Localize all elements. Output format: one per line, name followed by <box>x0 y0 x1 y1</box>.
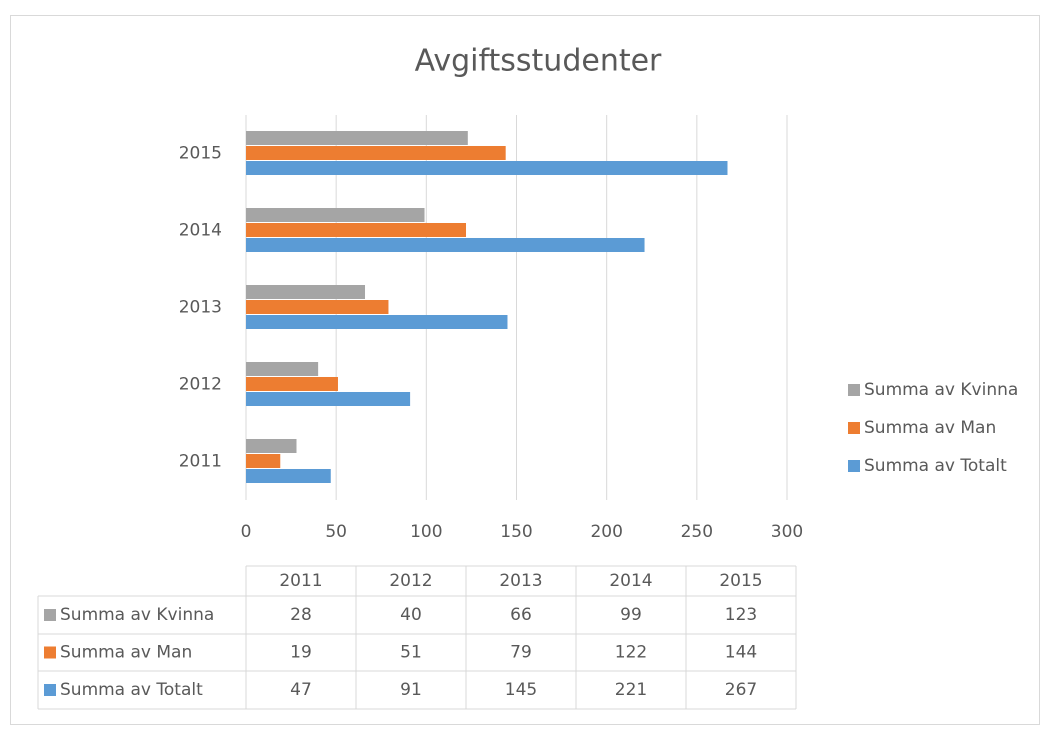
table-row-label: Summa av Man <box>60 643 192 663</box>
bar <box>246 362 319 376</box>
bar <box>246 285 366 299</box>
legend-swatch <box>848 384 860 396</box>
table-cell: 47 <box>290 680 312 700</box>
bar <box>246 439 297 453</box>
bar <box>246 300 389 314</box>
x-tick-label: 0 <box>241 522 252 542</box>
x-tick-label: 300 <box>771 522 803 542</box>
bar <box>246 315 508 329</box>
bar <box>246 454 281 468</box>
table-row-label: Summa av Totalt <box>60 680 203 700</box>
table-cell: 79 <box>510 643 532 663</box>
table-cell: 122 <box>615 643 647 663</box>
table-cell: 51 <box>400 643 422 663</box>
table-header: 2011 <box>279 571 322 591</box>
table-header: 2012 <box>389 571 432 591</box>
table-header: 2015 <box>719 571 762 591</box>
chart-title: Avgiftsstudenter <box>415 44 662 79</box>
bar <box>246 146 506 160</box>
y-tick-label: 2014 <box>179 221 222 241</box>
table-cell: 145 <box>505 680 537 700</box>
table-cell: 221 <box>615 680 647 700</box>
bar <box>246 223 467 237</box>
table-cell: 28 <box>290 605 312 625</box>
table-header: 2013 <box>499 571 542 591</box>
y-tick-label: 2011 <box>179 452 222 472</box>
legend-swatch <box>848 460 860 472</box>
table-header: 2014 <box>609 571 652 591</box>
x-tick-label: 250 <box>681 522 713 542</box>
x-tick-label: 50 <box>325 522 347 542</box>
table-cell: 19 <box>290 643 312 663</box>
y-tick-label: 2013 <box>179 298 222 318</box>
y-tick-label: 2012 <box>179 375 222 395</box>
y-tick-label: 2015 <box>179 144 222 164</box>
bar <box>246 392 411 406</box>
table-cell: 66 <box>510 605 532 625</box>
x-tick-label: 100 <box>410 522 442 542</box>
bar <box>246 469 331 483</box>
bar <box>246 161 728 175</box>
table-cell: 99 <box>620 605 642 625</box>
bar <box>246 377 338 391</box>
legend-label: Summa av Kvinna <box>864 380 1018 400</box>
table-row-label: Summa av Kvinna <box>60 605 214 625</box>
bar <box>246 208 425 222</box>
table-cell: 91 <box>400 680 422 700</box>
table-swatch <box>44 684 56 696</box>
table-swatch <box>44 609 56 621</box>
x-tick-label: 200 <box>590 522 622 542</box>
table-cell: 144 <box>725 643 757 663</box>
table-cell: 40 <box>400 605 422 625</box>
x-tick-label: 150 <box>500 522 532 542</box>
table-swatch <box>44 646 56 659</box>
legend-label: Summa av Totalt <box>864 456 1007 476</box>
table-cell: 123 <box>725 605 757 625</box>
table-cell: 267 <box>725 680 757 700</box>
legend-swatch <box>848 422 860 434</box>
bar <box>246 131 468 145</box>
legend-label: Summa av Man <box>864 418 996 438</box>
bar <box>246 238 645 252</box>
chart-border <box>10 15 1040 725</box>
